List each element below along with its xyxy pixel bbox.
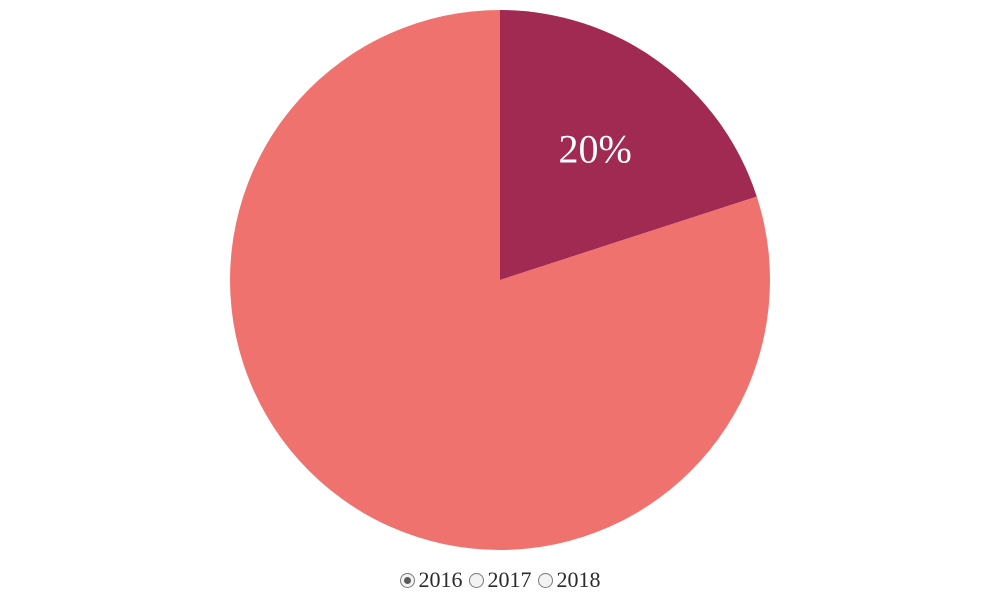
pie-slice-label: 20%	[559, 125, 632, 172]
legend-item[interactable]: 2016	[400, 567, 463, 593]
legend-item[interactable]: 2018	[538, 567, 601, 593]
legend: 2016 2017 2018	[0, 567, 1000, 593]
pie-chart-container: 20%	[0, 0, 1000, 560]
legend-label: 2017	[488, 567, 532, 593]
radio-dot-icon	[404, 577, 411, 584]
legend-label: 2016	[419, 567, 463, 593]
legend-label: 2018	[557, 567, 601, 593]
pie-svg	[230, 10, 770, 550]
radio-icon[interactable]	[400, 573, 415, 588]
radio-icon[interactable]	[538, 573, 553, 588]
pie-chart: 20%	[230, 10, 770, 550]
legend-item[interactable]: 2017	[469, 567, 532, 593]
radio-icon[interactable]	[469, 573, 484, 588]
